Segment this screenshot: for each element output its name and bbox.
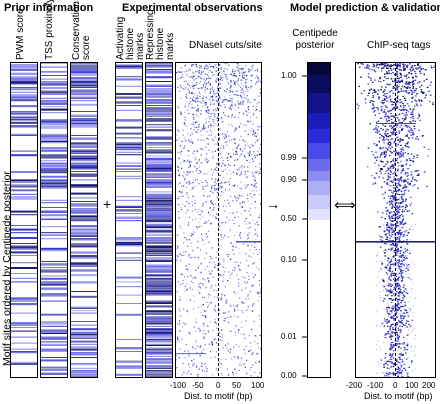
experimental-observations-header: Experimental observations: [122, 2, 263, 14]
dnase-heatmap: [175, 62, 262, 378]
dnase-tick-2: 0: [216, 381, 221, 390]
chip-tick-3: 100: [405, 381, 419, 390]
centipede-posterior-title: Centipede posterior: [292, 28, 338, 51]
chipseq-title: ChIP-seq tags: [367, 40, 431, 51]
posterior-tick-0-00: 0.00: [281, 371, 297, 380]
repressing-histone-label: Repressing histone marks: [145, 9, 176, 60]
dnase-tick-4: 100: [251, 381, 265, 390]
model-prediction-header: Model prediction & validation: [290, 2, 440, 14]
dnase-x-axis-label: Dist. to motif (bp): [184, 391, 253, 401]
posterior-tick-0-99: 0.99: [281, 153, 297, 162]
conservation-score-label: Conservation score: [71, 1, 92, 60]
chipseq-heatmap: [355, 62, 436, 378]
tss-proximity-column: [40, 62, 68, 378]
dnase-title: DNaseI cuts/site: [189, 40, 262, 51]
posterior-tick-0-01: 0.01: [281, 332, 297, 341]
activating-histone-column: [115, 62, 143, 378]
activating-histone-label: Activating histone marks: [115, 16, 146, 60]
pwm-score-column: [10, 62, 38, 378]
posterior-tick-0-90: 0.90: [281, 175, 297, 184]
chip-tick-0: -200: [346, 381, 363, 390]
posterior-tick-0-10: 0.10: [281, 255, 297, 264]
activating-label-wrap: Activating histone marks: [115, 17, 146, 60]
tss-proximity-label: TSS proximity: [44, 0, 55, 60]
dnase-tick-0: -100: [170, 381, 187, 390]
conservation-score-column: [70, 62, 98, 378]
posterior-tick-1-00: 1.00: [281, 71, 297, 80]
chip-tick-4: 200: [422, 381, 436, 390]
chip-tick-2: 0: [393, 381, 398, 390]
chip-tick-1: -100: [367, 381, 384, 390]
repressing-histone-column: [145, 62, 173, 378]
chip-x-axis-label: Dist. to motif (bp): [364, 391, 433, 401]
double-arrow-operator: ⟺: [334, 197, 356, 214]
posterior-tick-0-50: 0.50: [281, 214, 297, 223]
plus-operator: +: [103, 196, 112, 212]
prior-information-header: Prior information: [4, 2, 94, 14]
right-arrow-operator: →: [266, 196, 280, 212]
posterior-tick-marks: [302, 75, 307, 377]
pwm-score-label: PWM score: [15, 8, 26, 60]
dnase-tick-3: 50: [232, 381, 241, 390]
repressing-label-wrap: Repressing histone marks: [145, 9, 176, 60]
centipede-posterior-bar: [307, 62, 331, 378]
dnase-tick-1: -50: [192, 381, 204, 390]
conservation-score-label-wrap: Conservation score: [71, 1, 102, 60]
